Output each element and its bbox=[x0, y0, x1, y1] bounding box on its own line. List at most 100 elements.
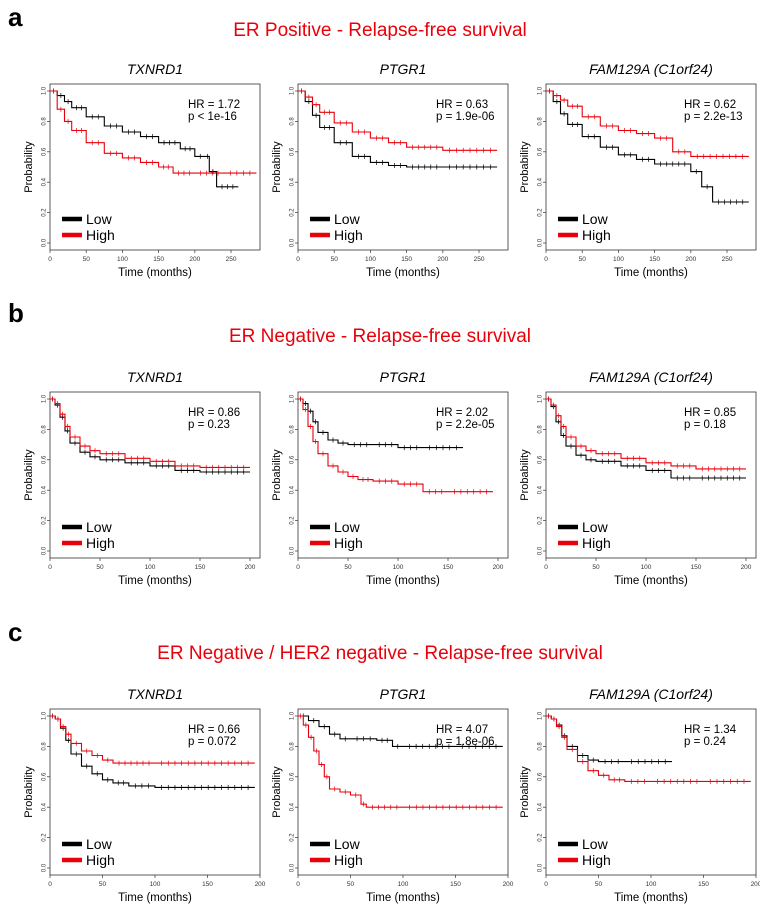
y-tick-label: 0.4 bbox=[290, 177, 296, 186]
y-tick-label: 0.8 bbox=[290, 425, 296, 434]
y-tick-label: 0.2 bbox=[290, 208, 296, 217]
y-tick-label: 1.0 bbox=[538, 394, 544, 403]
hr-value: HR = 0.66 bbox=[188, 724, 240, 736]
x-tick-label: 250 bbox=[474, 256, 485, 263]
y-tick-label: 0.0 bbox=[42, 238, 48, 247]
x-tick-label: 0 bbox=[48, 564, 52, 571]
y-tick-label: 0.8 bbox=[538, 117, 544, 126]
plot-title: FAM129A (C1orf24) bbox=[589, 61, 713, 77]
km-plot-b-2: PTGR1 0.0 0.2 0.4 0.6 0.8 1.0 Probability 0 50 100… bbox=[271, 369, 509, 587]
y-tick-label: 0.4 bbox=[42, 485, 48, 494]
legend-label-high: High bbox=[334, 227, 363, 243]
y-tick-label: 0.8 bbox=[290, 742, 296, 751]
y-tick-label: 0.0 bbox=[538, 546, 544, 555]
legend-label-high: High bbox=[86, 535, 115, 551]
x-tick-label: 150 bbox=[195, 564, 206, 571]
x-axis-label: Time (months) bbox=[614, 892, 688, 904]
plot-frame bbox=[297, 83, 509, 251]
km-curve-high bbox=[298, 715, 503, 808]
x-tick-label: 150 bbox=[401, 256, 412, 263]
x-tick-label: 200 bbox=[255, 881, 266, 888]
y-tick-label: 0.0 bbox=[290, 238, 296, 247]
x-tick-label: 200 bbox=[685, 256, 696, 263]
plot-title: TXNRD1 bbox=[127, 686, 183, 702]
legend-label-low: Low bbox=[334, 836, 361, 852]
y-tick-label: 0.8 bbox=[538, 742, 544, 751]
x-tick-label: 200 bbox=[437, 256, 448, 263]
y-tick-label: 0.2 bbox=[42, 516, 48, 525]
y-tick-label: 1.0 bbox=[538, 711, 544, 720]
plot-frame bbox=[545, 83, 757, 251]
x-tick-label: 50 bbox=[99, 881, 107, 888]
km-curve-low bbox=[546, 398, 746, 479]
legend-label-high: High bbox=[86, 227, 115, 243]
km-curve-high bbox=[546, 398, 746, 470]
y-tick-label: 0.2 bbox=[538, 516, 544, 525]
y-tick-label: 0.4 bbox=[538, 177, 544, 186]
panel-letter-b: b bbox=[8, 298, 24, 328]
km-plot-b-3: FAM129A (C1orf24) 0.0 0.2 0.4 0.6 0.8 1.0 Proba… bbox=[519, 369, 757, 587]
y-tick-label: 0.6 bbox=[290, 455, 296, 464]
y-tick-label: 0.4 bbox=[290, 485, 296, 494]
km-curve-low bbox=[546, 715, 672, 763]
x-tick-label: 150 bbox=[443, 564, 454, 571]
km-plot-b-1: TXNRD1 0.0 0.2 0.4 0.6 0.8 1.0 Probability 0 50 10… bbox=[23, 369, 261, 587]
x-tick-label: 100 bbox=[398, 881, 409, 888]
x-axis-label: Time (months) bbox=[366, 892, 440, 904]
x-tick-label: 0 bbox=[544, 564, 548, 571]
p-value: p = 2.2e-13 bbox=[684, 111, 743, 123]
y-tick-label: 0.4 bbox=[290, 802, 296, 811]
y-tick-label: 0.8 bbox=[42, 425, 48, 434]
x-tick-label: 150 bbox=[691, 564, 702, 571]
y-tick-label: 0.6 bbox=[42, 772, 48, 781]
plot-frame bbox=[49, 83, 261, 251]
p-value: p = 0.072 bbox=[188, 736, 236, 748]
legend-label-high: High bbox=[582, 535, 611, 551]
hr-value: HR = 1.34 bbox=[684, 724, 737, 736]
x-tick-label: 100 bbox=[393, 564, 404, 571]
y-tick-label: 0.8 bbox=[42, 117, 48, 126]
legend-label-low: Low bbox=[334, 519, 361, 535]
hr-value: HR = 0.63 bbox=[436, 99, 488, 111]
km-plot-a-1: TXNRD1 0.0 0.2 0.4 0.6 0.8 1.0 Probability 0 50 10… bbox=[23, 61, 261, 279]
x-tick-label: 100 bbox=[365, 256, 376, 263]
y-axis-label: Probability bbox=[519, 766, 531, 818]
y-tick-label: 0.4 bbox=[538, 802, 544, 811]
x-axis-label: Time (months) bbox=[614, 575, 688, 587]
x-tick-label: 50 bbox=[331, 256, 339, 263]
plot-frame bbox=[49, 391, 261, 559]
legend-label-low: Low bbox=[582, 836, 609, 852]
x-tick-label: 250 bbox=[722, 256, 733, 263]
y-tick-label: 1.0 bbox=[290, 394, 296, 403]
x-axis-label: Time (months) bbox=[118, 575, 192, 587]
y-tick-label: 0.2 bbox=[538, 833, 544, 842]
legend-label-high: High bbox=[334, 852, 363, 868]
km-plot-c-3: FAM129A (C1orf24) 0.0 0.2 0.4 0.6 0.8 1.0 Proba… bbox=[519, 686, 760, 904]
y-axis-label: Probability bbox=[23, 449, 35, 501]
x-tick-label: 200 bbox=[751, 881, 760, 888]
x-tick-label: 200 bbox=[741, 564, 752, 571]
y-tick-label: 1.0 bbox=[538, 86, 544, 95]
x-tick-label: 200 bbox=[189, 256, 200, 263]
x-tick-label: 150 bbox=[202, 881, 213, 888]
legend-label-high: High bbox=[582, 227, 611, 243]
y-tick-label: 0.6 bbox=[538, 147, 544, 156]
p-value: p = 0.24 bbox=[684, 736, 726, 748]
y-tick-label: 0.0 bbox=[42, 863, 48, 872]
plot-title: PTGR1 bbox=[380, 686, 427, 702]
y-tick-label: 0.4 bbox=[42, 177, 48, 186]
y-tick-label: 0.6 bbox=[42, 455, 48, 464]
x-tick-label: 200 bbox=[245, 564, 256, 571]
x-tick-label: 0 bbox=[544, 881, 548, 888]
y-tick-label: 0.2 bbox=[290, 516, 296, 525]
hr-value: HR = 4.07 bbox=[436, 724, 488, 736]
hr-value: HR = 0.85 bbox=[684, 407, 736, 419]
x-axis-label: Time (months) bbox=[366, 575, 440, 587]
y-tick-label: 1.0 bbox=[290, 711, 296, 720]
y-tick-label: 0.2 bbox=[42, 833, 48, 842]
x-tick-label: 200 bbox=[493, 564, 504, 571]
plot-title: TXNRD1 bbox=[127, 369, 183, 385]
x-tick-label: 100 bbox=[641, 564, 652, 571]
p-value: p < 1e-16 bbox=[188, 111, 237, 123]
section-title-c: ER Negative / HER2 negative - Relapse-fr… bbox=[157, 643, 603, 664]
